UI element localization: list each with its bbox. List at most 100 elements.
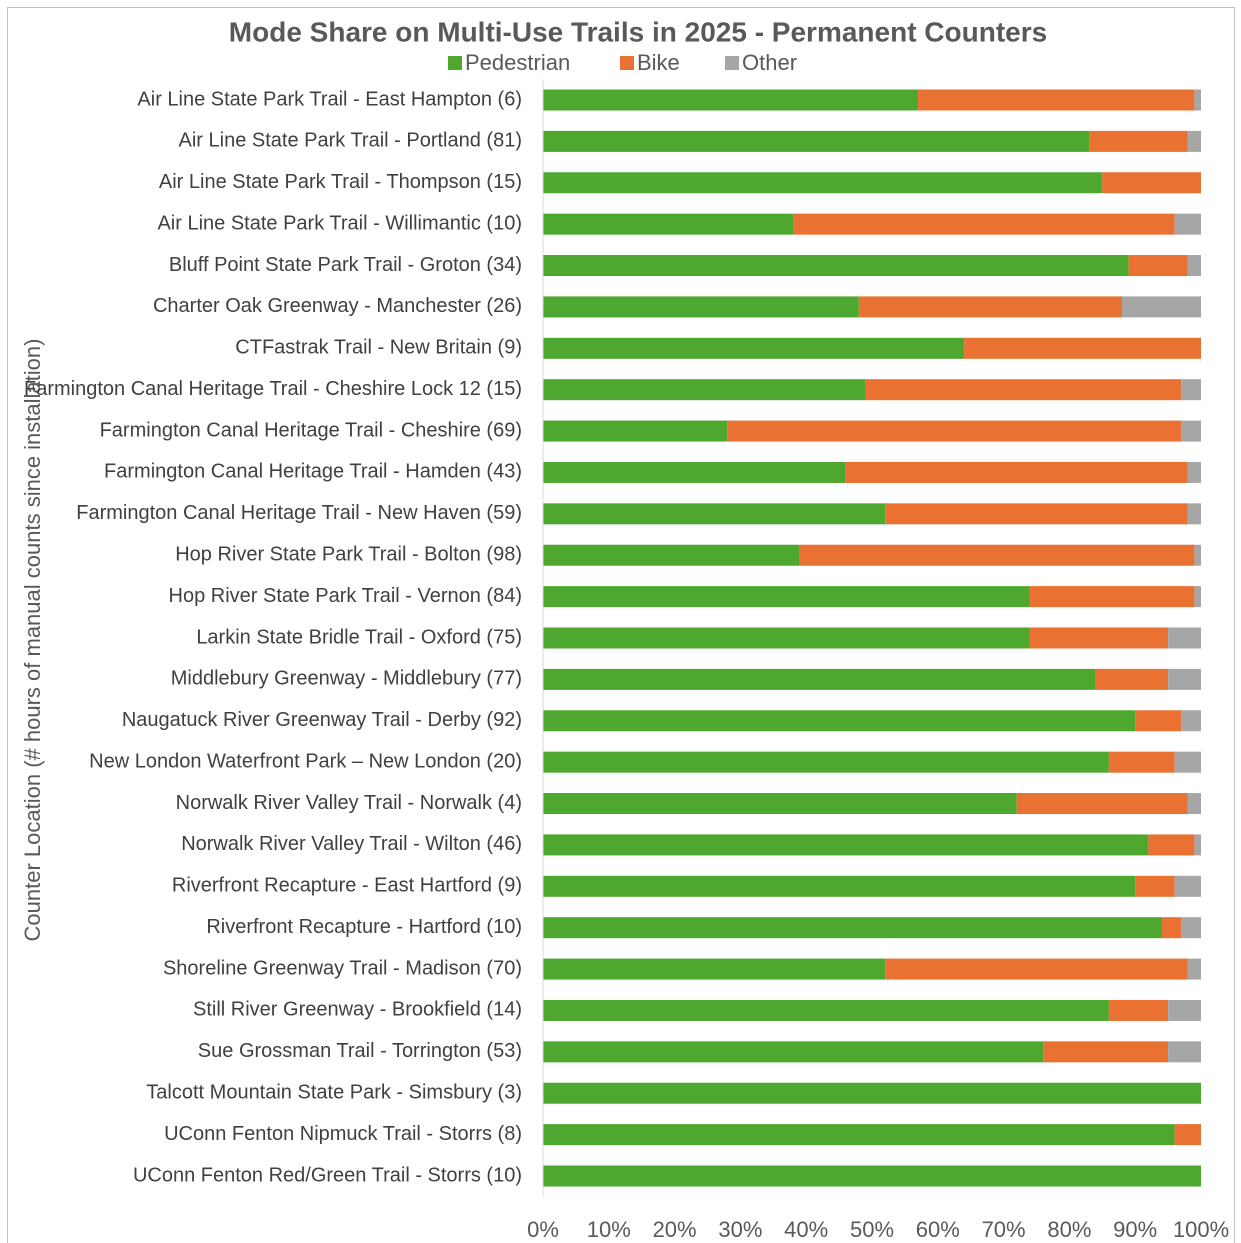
- x-tick-label: 80%: [1047, 1217, 1091, 1242]
- bar-segment: [1168, 627, 1201, 649]
- bar-segment: [727, 420, 1182, 442]
- bar-segment: [1174, 751, 1201, 773]
- bar-segment: [1174, 875, 1201, 897]
- bar-segment: [1161, 917, 1182, 939]
- bar-segment: [543, 337, 965, 359]
- legend-swatch: [620, 56, 634, 70]
- bar-segment: [1194, 544, 1201, 566]
- bar-segment: [1181, 710, 1201, 732]
- y-tick-label: Air Line State Park Trail - Thompson (15…: [159, 171, 522, 193]
- bar-segment: [793, 213, 1175, 235]
- bar-segment: [1187, 503, 1201, 525]
- y-tick-label: Hop River State Park Trail - Bolton (98): [175, 544, 522, 566]
- bar-segment: [1122, 296, 1201, 318]
- bar-segment: [1187, 130, 1201, 152]
- bar-segment: [1016, 793, 1188, 815]
- x-tick-label: 100%: [1173, 1217, 1229, 1242]
- bar-segment: [1108, 999, 1169, 1021]
- y-tick-label: Larkin State Bridle Trail - Oxford (75): [196, 626, 522, 648]
- y-tick-label: UConn Fenton Nipmuck Trail - Storrs (8): [164, 1123, 522, 1145]
- y-tick-label: CTFastrak Trail - New Britain (9): [235, 337, 522, 359]
- y-tick-label: Air Line State Park Trail - Portland (81…: [179, 130, 522, 152]
- x-tick-label: 0%: [527, 1217, 559, 1242]
- bar-segment: [543, 544, 800, 566]
- y-tick-label: Hop River State Park Trail - Vernon (84): [169, 585, 522, 607]
- bar-segment: [543, 875, 1136, 897]
- bar-segment: [885, 958, 1188, 980]
- bar-segment: [543, 255, 1129, 277]
- bar-segment: [543, 503, 886, 525]
- bar-segment: [1181, 379, 1201, 401]
- bar-segment: [1168, 668, 1201, 690]
- x-tick-label: 90%: [1113, 1217, 1157, 1242]
- bar-segment: [1194, 586, 1201, 608]
- y-tick-label: Middlebury Greenway - Middlebury (77): [171, 668, 522, 690]
- bar-segment: [799, 544, 1195, 566]
- bar-segment: [1168, 1041, 1201, 1063]
- legend-swatch: [448, 56, 462, 70]
- y-tick-label: Farmington Canal Heritage Trail - Cheshi…: [100, 419, 522, 441]
- bar-segment: [543, 999, 1109, 1021]
- y-tick-label: Farmington Canal Heritage Trail - New Ha…: [76, 502, 522, 524]
- bar-segment: [543, 710, 1136, 732]
- legend-swatch: [725, 56, 739, 70]
- bar-segment: [1128, 255, 1188, 277]
- bar-segment: [964, 337, 1201, 359]
- bar-segment: [543, 917, 1162, 939]
- x-tick-label: 50%: [850, 1217, 894, 1242]
- bar-segment: [543, 213, 794, 235]
- bar-segment: [1108, 751, 1175, 773]
- y-tick-label: Riverfront Recapture - East Hartford (9): [172, 875, 522, 897]
- bar-segment: [543, 1124, 1175, 1146]
- bar-segment: [543, 586, 1030, 608]
- bar-segment: [1148, 834, 1195, 856]
- x-tick-label: 60%: [916, 1217, 960, 1242]
- bar-segment: [1174, 213, 1201, 235]
- y-tick-label: Talcott Mountain State Park - Simsbury (…: [146, 1082, 522, 1104]
- bar-segment: [1194, 834, 1201, 856]
- x-tick-label: 10%: [587, 1217, 631, 1242]
- bar-segment: [918, 89, 1195, 111]
- y-tick-label: Shoreline Greenway Trail - Madison (70): [163, 957, 522, 979]
- bar-segment: [543, 1082, 1201, 1104]
- y-tick-label: Charter Oak Greenway - Manchester (26): [153, 295, 522, 317]
- y-tick-label: Norwalk River Valley Trail - Wilton (46): [181, 833, 522, 855]
- bar-segment: [543, 627, 1030, 649]
- bar-segment: [1181, 420, 1201, 442]
- bar-segment: [845, 461, 1188, 483]
- bar-segment: [885, 503, 1188, 525]
- bar-segment: [1089, 130, 1188, 152]
- chart-border: [7, 7, 1235, 1243]
- y-tick-label: Norwalk River Valley Trail - Norwalk (4): [176, 792, 522, 814]
- bar-segment: [543, 461, 846, 483]
- bar-segment: [543, 834, 1149, 856]
- bar-segment: [543, 1041, 1044, 1063]
- bar-segment: [543, 379, 866, 401]
- y-tick-label: Still River Greenway - Brookfield (14): [193, 999, 522, 1021]
- bar-segment: [543, 1165, 1201, 1187]
- y-tick-label: Air Line State Park Trail - East Hampton…: [137, 88, 522, 110]
- y-tick-label: UConn Fenton Red/Green Trail - Storrs (1…: [133, 1164, 522, 1186]
- bar-segment: [543, 793, 1017, 815]
- x-tick-label: 20%: [653, 1217, 697, 1242]
- bar-segment: [1043, 1041, 1169, 1063]
- bar-segment: [543, 668, 1096, 690]
- x-tick-label: 70%: [982, 1217, 1026, 1242]
- bar-segment: [543, 420, 728, 442]
- y-tick-label: New London Waterfront Park – New London …: [89, 750, 522, 772]
- x-tick-label: 40%: [784, 1217, 828, 1242]
- chart-title: Mode Share on Multi-Use Trails in 2025 -…: [229, 16, 1047, 47]
- bar-segment: [1187, 958, 1201, 980]
- bar-segment: [1168, 999, 1201, 1021]
- bar-segment: [1181, 917, 1201, 939]
- bar-segment: [1194, 89, 1201, 111]
- y-tick-label: Riverfront Recapture - Hartford (10): [206, 916, 522, 938]
- legend-label: Pedestrian: [465, 50, 570, 75]
- bar-segment: [1029, 586, 1195, 608]
- bar-segment: [543, 130, 1090, 152]
- bar-segment: [865, 379, 1182, 401]
- bar-segment: [543, 751, 1109, 773]
- bar-segment: [543, 958, 886, 980]
- bar-segment: [1187, 461, 1201, 483]
